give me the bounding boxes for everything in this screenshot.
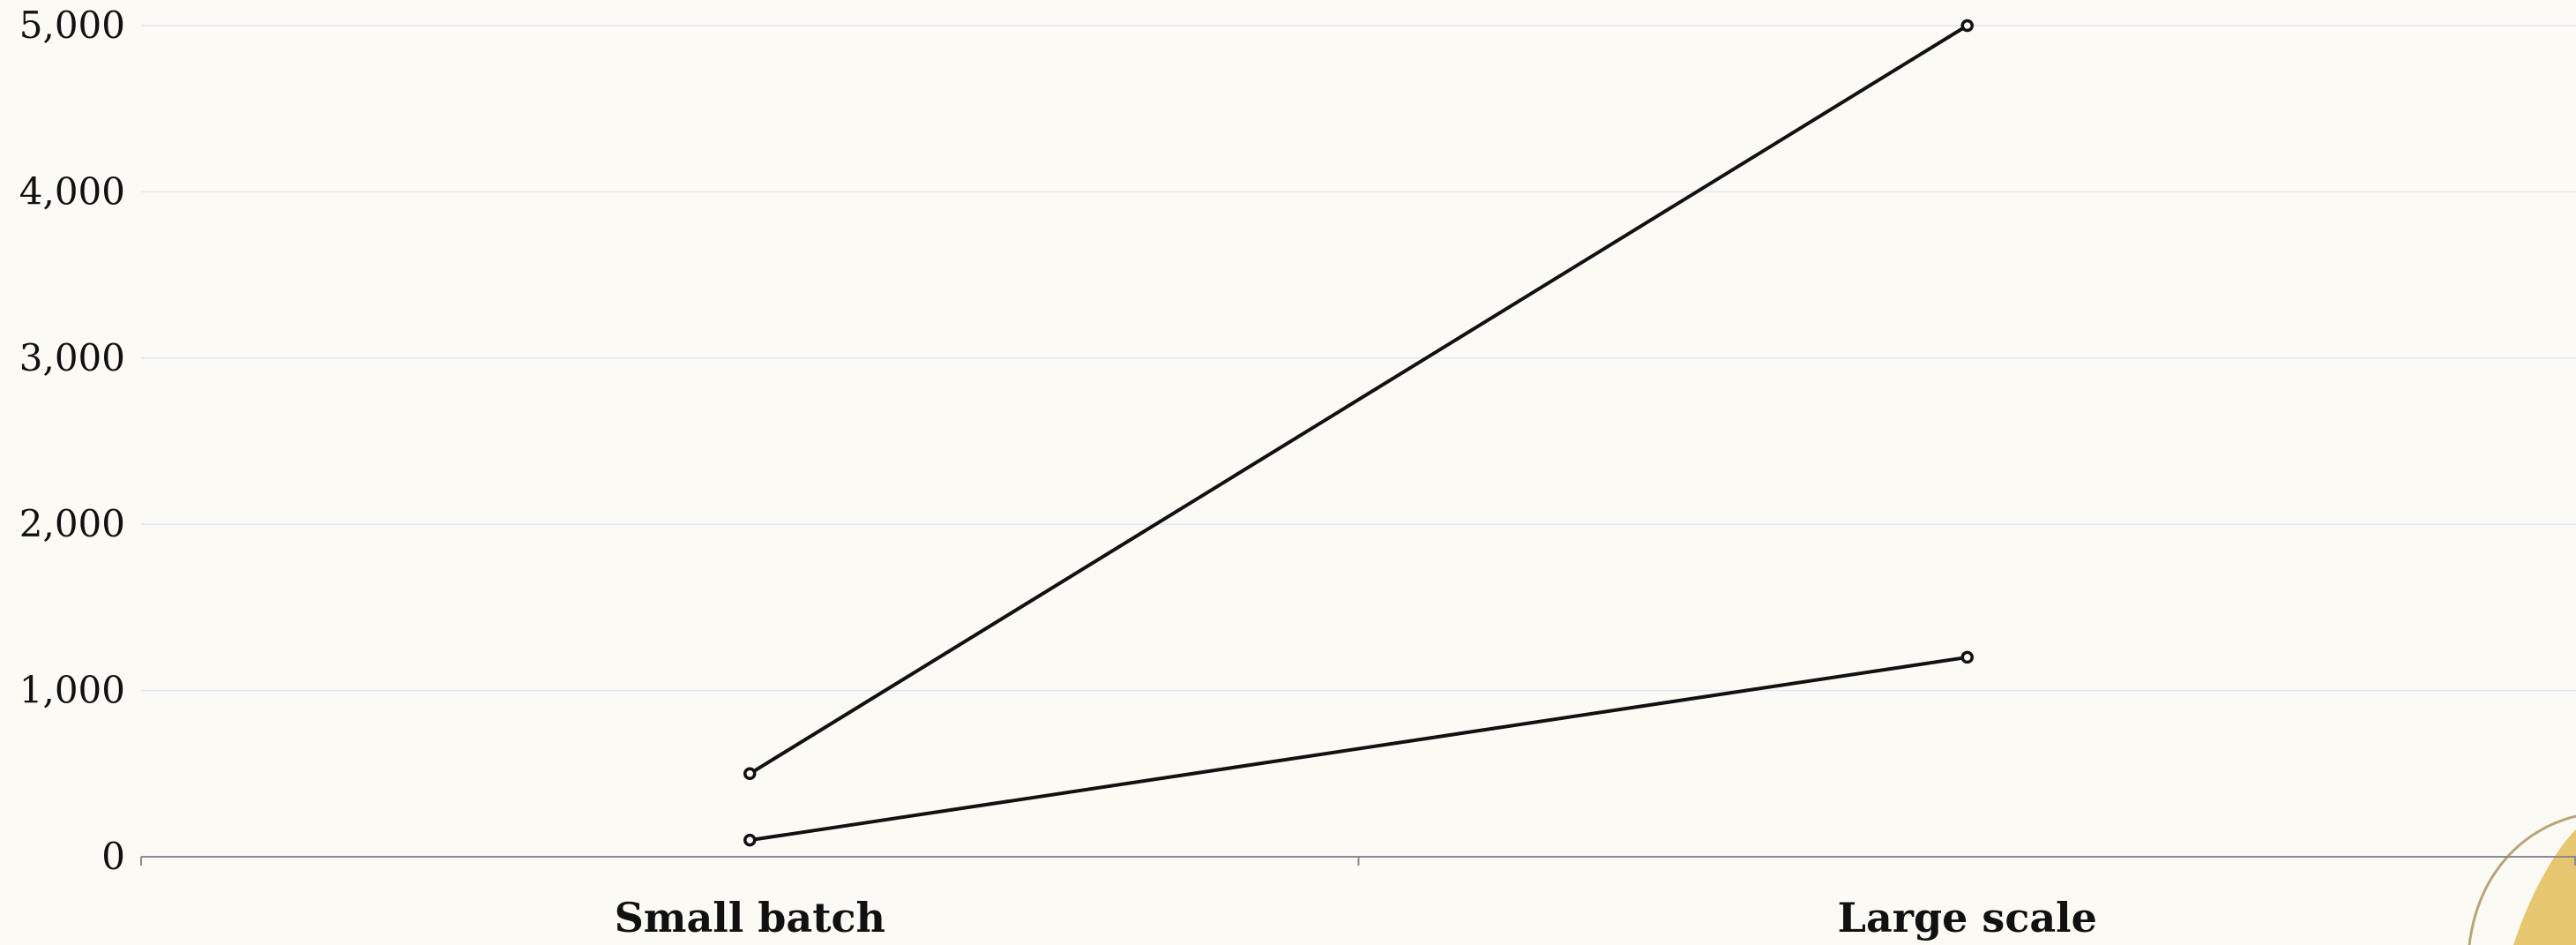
y-tick-label: 1,000 <box>19 669 125 712</box>
data-point[interactable] <box>743 833 757 847</box>
y-tick-label: 3,000 <box>19 336 125 379</box>
x-tick-label: Small batch <box>615 894 885 941</box>
series <box>743 19 1974 847</box>
y-tick-label: 5,000 <box>19 4 125 47</box>
x-axis-tick-labels: Small batch Large scale <box>615 894 2097 941</box>
series-1 <box>743 19 1974 781</box>
data-point[interactable] <box>1960 650 1974 664</box>
axes <box>140 856 2576 866</box>
y-tick-label: 2,000 <box>19 502 125 545</box>
y-tick-label: 0 <box>101 835 125 878</box>
y-tick-label: 4,000 <box>19 169 125 213</box>
x-tick-label: Large scale <box>1838 894 2097 941</box>
decorative-corner-ornament <box>2468 814 2576 945</box>
series-2 <box>743 650 1974 847</box>
series-line <box>749 655 1968 843</box>
series-line <box>749 24 1968 776</box>
data-point[interactable] <box>743 767 757 781</box>
gridlines <box>141 25 2576 692</box>
data-point[interactable] <box>1960 19 1974 33</box>
y-axis-tick-labels: 0 1,000 2,000 3,000 4,000 5,000 <box>19 4 125 878</box>
